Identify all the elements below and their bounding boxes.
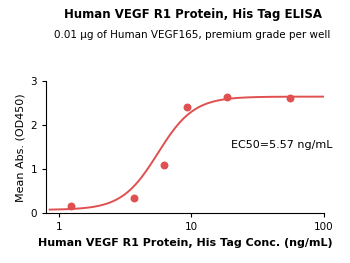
Point (161, 163, 167, 167)
Text: EC50=5.57 ng/mL: EC50=5.57 ng/mL (231, 140, 333, 150)
Point (184, 105, 190, 109)
Point (287, 96, 293, 100)
Point (132, 196, 137, 200)
X-axis label: Human VEGF R1 Protein, His Tag Conc. (ng/mL): Human VEGF R1 Protein, His Tag Conc. (ng… (38, 238, 332, 248)
Text: 0.01 μg of Human VEGF165, premium grade per well: 0.01 μg of Human VEGF165, premium grade … (54, 30, 331, 40)
Point (224, 95, 230, 100)
Text: Human VEGF R1 Protein, His Tag ELISA: Human VEGF R1 Protein, His Tag ELISA (63, 8, 322, 21)
Y-axis label: Mean Abs. (OD450): Mean Abs. (OD450) (15, 93, 25, 202)
Point (68, 204, 74, 209)
